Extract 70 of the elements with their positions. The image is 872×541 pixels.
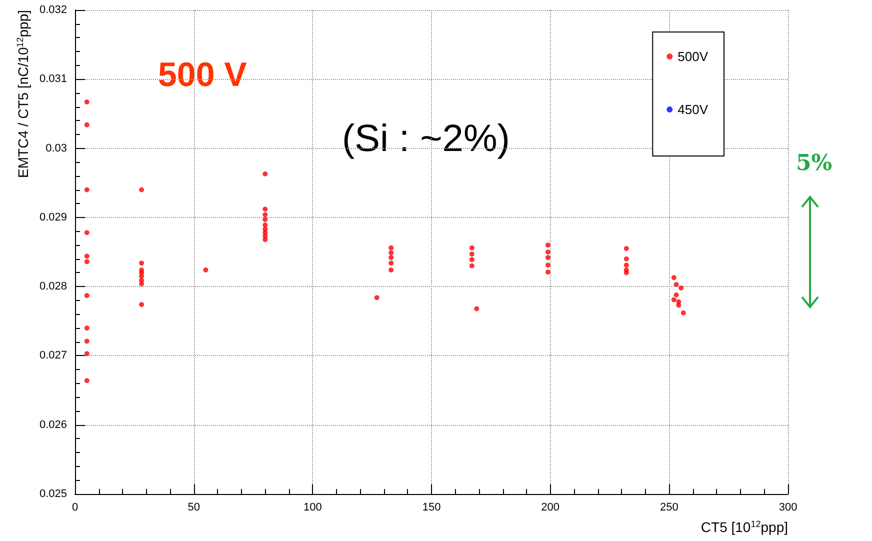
point <box>262 206 268 212</box>
point <box>84 122 90 128</box>
y-tick-label: 0.026 <box>39 418 67 431</box>
point <box>674 292 679 298</box>
y-tick-label: 0.029 <box>39 211 67 224</box>
point <box>545 242 550 248</box>
point <box>674 282 679 287</box>
point <box>469 263 474 268</box>
point <box>624 262 629 268</box>
point <box>469 245 474 250</box>
point <box>84 187 90 192</box>
point <box>388 267 394 272</box>
point <box>262 222 268 228</box>
point <box>374 295 380 300</box>
point <box>388 245 394 250</box>
point <box>624 256 629 262</box>
point <box>262 212 268 218</box>
point <box>84 99 90 104</box>
point <box>545 250 550 254</box>
point <box>84 254 90 259</box>
point <box>469 257 474 262</box>
y-tick-label: 0.03 <box>46 142 67 154</box>
point <box>203 267 208 272</box>
point <box>624 246 629 252</box>
x-tick-label: 150 <box>422 502 441 514</box>
point <box>469 252 474 257</box>
point <box>139 187 144 192</box>
x-tick-label: 0 <box>72 502 78 514</box>
point <box>388 260 394 266</box>
point <box>84 326 90 331</box>
y-tick-label: 0.027 <box>39 350 67 362</box>
y-tick-label: 0.025 <box>39 488 67 500</box>
x-tick-label: 200 <box>541 502 560 514</box>
point <box>84 230 90 236</box>
legend-label: 500V <box>678 49 708 64</box>
text: 5% <box>796 150 832 176</box>
point <box>84 378 90 384</box>
point <box>262 217 268 222</box>
point <box>139 302 144 308</box>
point <box>139 260 144 266</box>
y-tick-label: 0.031 <box>39 73 67 86</box>
annotation: 500 V <box>158 56 248 94</box>
point <box>671 297 676 302</box>
point <box>545 255 550 260</box>
x-axis-title: CT5 [10$^{12}$ppp] <box>700 519 788 535</box>
point <box>262 171 268 176</box>
x-tick-label: 50 <box>188 502 200 514</box>
x-tick-label: 100 <box>303 502 322 514</box>
y-tick-label: 0.032 <box>39 4 67 16</box>
point <box>678 285 684 290</box>
point <box>262 237 268 242</box>
point <box>84 338 90 344</box>
point <box>545 262 550 268</box>
point <box>388 250 394 256</box>
point <box>84 293 90 298</box>
point <box>624 270 629 276</box>
point <box>545 270 550 275</box>
x-tick-label: 250 <box>660 502 678 514</box>
point <box>671 275 676 280</box>
point <box>676 302 682 308</box>
point <box>84 351 90 356</box>
point <box>139 274 144 279</box>
x-tick-label: 300 <box>778 502 798 514</box>
point <box>680 310 686 316</box>
y-tick-label: 0.028 <box>39 280 67 293</box>
point <box>474 306 480 312</box>
point <box>139 281 144 286</box>
point <box>84 259 90 264</box>
legend-label: 450V <box>678 102 708 117</box>
point <box>388 255 394 260</box>
